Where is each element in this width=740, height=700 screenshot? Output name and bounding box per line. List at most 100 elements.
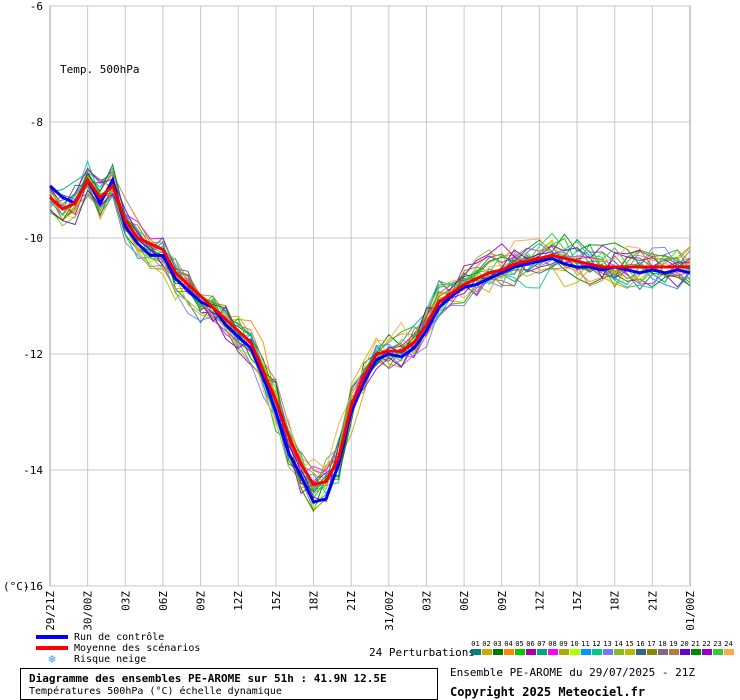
perturbation-legend-item: 20 [679,640,690,655]
perturbation-legend-item: 18 [657,640,668,655]
mean-swatch [36,646,68,650]
perturbation-legend-item: 08 [547,640,558,655]
perturbation-line-07 [49,172,691,505]
x-tick-label: 30/00Z [82,591,95,631]
perturbation-legend-item: 22 [701,640,712,655]
perturbation-line-03 [49,171,691,513]
perturbation-swatch [635,649,646,655]
perturbation-legend-item: 03 [492,640,503,655]
y-tick-label: -12 [23,348,43,361]
perturbation-swatch [503,649,514,655]
snowflake-icon: ❄ [48,652,56,666]
perturbation-line-15 [49,174,691,482]
perturbation-swatch [569,649,580,655]
perturbation-line-13 [49,186,691,488]
perturbation-line-04 [49,182,691,486]
y-axis-ticks: -6 -8 -10 -12 -14 -16 [23,0,43,593]
control-swatch [36,635,68,639]
x-tick-label: 01/00Z [684,591,697,631]
perturbation-number: 16 [636,640,645,648]
legend-control-label: Run de contrôle [74,631,165,643]
perturbation-line-18 [49,169,691,475]
perturbation-line-21 [49,162,691,494]
perturbation-swatch [470,649,481,655]
perturbation-number: 13 [603,640,612,648]
perturbation-swatch [679,649,690,655]
perturbation-legend-item: 02 [481,640,492,655]
perturbation-number: 10 [570,640,579,648]
x-tick-label: 15Z [571,591,584,611]
x-axis-ticks: 29/21Z 30/00Z 03Z 06Z 09Z 12Z 15Z 18Z 21Z 31/00Z 0… [44,591,697,631]
perturbation-line-08 [49,180,691,475]
perturbation-legend-item: 12 [591,640,602,655]
x-tick-label: 15Z [270,591,283,611]
perturbation-swatch [657,649,668,655]
perturbation-number: 12 [592,640,601,648]
legend-control: Run de contrôle [36,631,164,643]
legend-mean-label: Moyenne des scénarios [74,642,201,654]
perturbation-number: 02 [482,640,491,648]
perturbation-swatch [602,649,613,655]
perturbation-line-02 [49,171,691,493]
perturbation-number: 24 [724,640,733,648]
y-tick-label: -16 [23,580,43,593]
perturbation-lines [49,159,691,513]
legend-mean: Moyenne des scénarios [36,642,200,654]
x-tick-label: 09Z [195,591,208,611]
x-tick-label: 03Z [420,591,433,611]
x-tick-label: 21Z [345,591,358,611]
perturbation-legend-item: 16 [635,640,646,655]
perturbation-legend-item: 06 [525,640,536,655]
perturbation-swatch [646,649,657,655]
x-tick-label: 29/21Z [44,591,57,631]
run-info: Ensemble PE-AROME du 29/07/2025 - 21Z [450,666,696,679]
perturbations-label: 24 Perturbations [369,646,475,659]
perturbation-swatch [712,649,723,655]
perturbation-legend-item: 17 [646,640,657,655]
perturbation-swatch [536,649,547,655]
perturbation-swatch [525,649,536,655]
perturbation-swatch [481,649,492,655]
perturbation-line-23 [49,178,691,496]
perturbation-line-22 [49,167,691,495]
perturbation-number: 09 [559,640,568,648]
perturbation-legend-item: 01 [470,640,481,655]
perturbation-legend-item: 21 [690,640,701,655]
mean-line [48,177,690,487]
perturbation-legend-item: 24 [723,640,734,655]
perturbation-legend-item: 11 [580,640,591,655]
perturbation-swatch [580,649,591,655]
perturbation-number: 06 [526,640,535,648]
perturbation-number: 19 [669,640,678,648]
x-tick-label: 21Z [646,591,659,611]
perturbation-swatch [723,649,734,655]
y-axis-unit: (°C) [3,580,30,593]
diagram-subtitle: Températures 500hPa (°C) échelle dynamiq… [29,686,282,697]
perturbation-legend-item: 07 [536,640,547,655]
x-tick-label: 12Z [232,591,245,611]
perturbation-number: 22 [702,640,711,648]
plot-frame [49,5,691,587]
perturbation-line-24 [49,177,691,471]
perturbation-number: 03 [493,640,502,648]
perturbation-legend: 01 02 03 04 05 06 07 08 09 10 11 12 13 14 15 16 17 18 19 20… [470,640,734,655]
perturbation-line-11 [49,166,691,495]
perturbation-swatch [492,649,503,655]
perturbation-legend-item: 10 [569,640,580,655]
perturbation-number: 21 [691,640,700,648]
ensemble-chart: -6 -8 -10 -12 -14 -16 29/21Z 30/00Z 03Z 06Z 09Z 12… [3,0,697,631]
perturbation-number: 20 [680,640,689,648]
y-tick-label: -6 [30,0,43,13]
x-tick-label: 03Z [119,591,132,611]
copyright: Copyright 2025 Meteociel.fr [450,685,646,699]
perturbation-swatch [591,649,602,655]
perturbation-line-16 [49,183,691,493]
x-tick-label: 09Z [496,591,509,611]
perturbation-swatch [690,649,701,655]
x-tick-label: 06Z [458,591,471,611]
perturbation-swatch [558,649,569,655]
main-series-lines [48,175,691,504]
perturbation-legend-item: 23 [712,640,723,655]
perturbation-line-01 [49,175,691,486]
diagram-title: Diagramme des ensembles PE-AROME sur 51h… [29,672,387,685]
